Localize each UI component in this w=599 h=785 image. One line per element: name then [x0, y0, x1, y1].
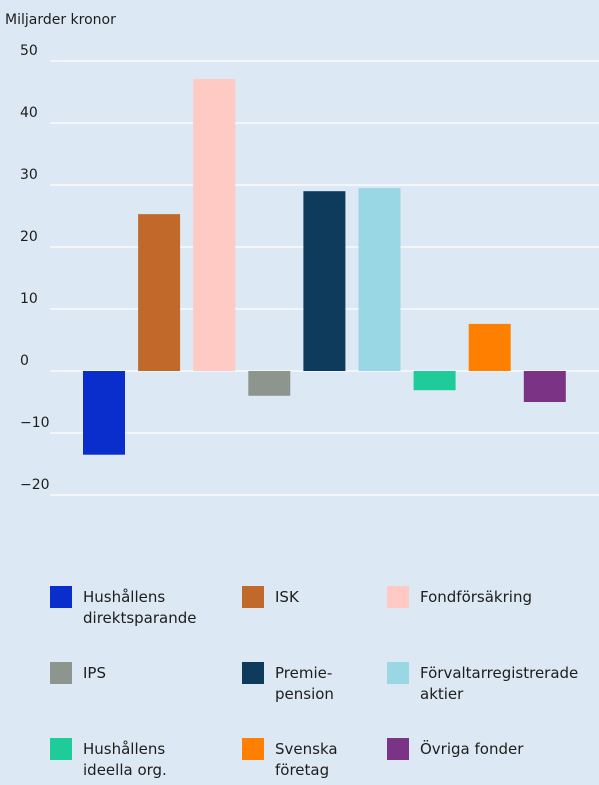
- legend-swatch: [50, 662, 72, 684]
- bar: [358, 188, 401, 371]
- legend-swatch: [50, 738, 72, 760]
- legend-label: Förvaltarregistrerade aktier: [420, 664, 579, 703]
- y-tick-label: 20: [20, 229, 38, 245]
- legend-label: ISK: [275, 588, 299, 606]
- y-tick-label: −20: [20, 477, 50, 493]
- legend-label: Hushållens direktsparande: [83, 588, 197, 627]
- bar: [138, 214, 181, 371]
- legend-swatch: [387, 662, 409, 684]
- bar: [468, 323, 511, 371]
- bar: [523, 371, 566, 402]
- legend-label: IPS: [83, 664, 106, 682]
- legend-swatch: [242, 586, 264, 608]
- legend-swatch: [242, 738, 264, 760]
- legend-label: Övriga fonder: [420, 740, 524, 758]
- y-tick-label: −10: [20, 415, 50, 431]
- y-axis-label: Miljarder kronor: [5, 12, 116, 28]
- y-tick-label: 40: [20, 105, 38, 121]
- y-tick-label: 30: [20, 167, 38, 183]
- legend-label: Hushållens ideella org.: [83, 740, 167, 779]
- bar: [248, 371, 291, 396]
- bar: [83, 371, 125, 455]
- legend-swatch: [50, 586, 72, 608]
- legend-label: Premie-pension: [275, 664, 334, 703]
- legend-label: Svenska företag: [275, 740, 338, 779]
- legend-label: Fondförsäkring: [420, 588, 532, 606]
- bar: [303, 191, 346, 371]
- chart: Miljarder kronor 50 40 30 20 10 0 −10 −20: [5, 12, 599, 496]
- y-tick-label: 0: [20, 353, 29, 369]
- legend-swatch: [387, 586, 409, 608]
- y-tick-label: 10: [20, 291, 38, 307]
- legend-swatch: [242, 662, 264, 684]
- legend-swatch: [387, 738, 409, 760]
- y-tick-label: 50: [20, 43, 38, 59]
- bar: [413, 371, 456, 391]
- bar: [193, 78, 236, 371]
